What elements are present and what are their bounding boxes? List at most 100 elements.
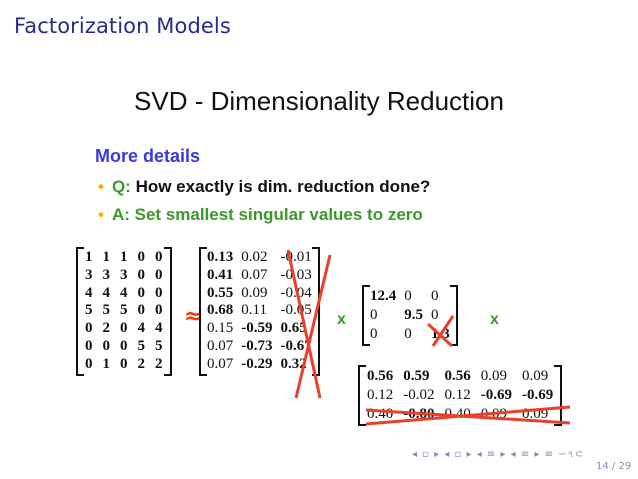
matrix-cell: -0.67 [280,337,312,354]
bullet-text: How exactly is dim. reduction done? [130,177,431,196]
bullet-prefix: Q: [111,177,131,196]
matrix-cell: 0.11 [241,302,267,319]
strike-line-u-1 [286,249,322,399]
matrix-cell: 0.09 [241,284,268,301]
matrix-cell: 0 [85,355,93,372]
matrix-cell: 12.4 [370,288,397,304]
matrix-cell: -0.02 [403,387,435,403]
matrix-cell: 2 [102,320,111,337]
matrix-cell: 0 [102,337,111,354]
matrix-cell: 0.55 [207,284,234,301]
matrix-cell: 4 [85,284,93,301]
matrix-row: 0.12 -0.02 0.12 -0.69 -0.69 [362,386,558,405]
matrix-cell: 0 [155,266,163,283]
matrix-cell: 2 [137,355,146,372]
matrix-bracket-right [554,365,563,426]
bullet-answer: • A: Set smallest singular values to zero [98,205,423,225]
matrix-cell: 0.59 [403,368,430,384]
matrix-row: 0.41 0.07 -0.03 [203,267,316,285]
times-symbol-1: x [337,311,346,328]
details-title: More details [95,146,201,166]
frame-title: Factorization Models [14,14,231,38]
matrix-cell: 0.32 [280,355,307,372]
matrix-cell: 5 [120,302,128,319]
page-number: 14 / 29 [596,461,632,472]
matrix-cell: 0 [120,337,128,354]
matrix-cell: 0 [404,288,412,304]
slide-heading: SVD - Dimensionality Reduction [134,86,504,116]
matrix-cell: 0.07 [241,266,268,283]
matrix-cell: 0.68 [207,302,234,319]
matrix-cell: -0.69 [480,387,512,403]
matrix-bracket-left [199,247,207,376]
matrix-cell: 5 [155,337,163,354]
matrix-cell: 0 [120,355,128,372]
times-symbol-2: x [490,311,499,328]
matrix-cell: 0 [155,284,163,301]
matrix-cell: 4 [120,284,128,301]
matrix-cell: 0.07 [207,355,234,372]
matrix-cell: 0.02 [241,249,268,265]
matrix-row: 12.4 0 0 [366,287,454,306]
matrix-cell: 5 [102,302,111,319]
matrix-cell: -0.29 [241,355,273,372]
matrix-bracket-left [76,247,84,376]
beamer-nav-icons[interactable]: ◂ ▫ ▸ ◂ ▫ ▸ ◂ ≡ ▸ ◂ ≡ ▸ ≡ ∽৭⊂ [412,449,585,460]
matrix-cell: 0 [137,249,146,265]
matrix-cell: 0 [155,302,163,319]
matrix-cell: 5 [137,337,146,354]
matrix-cell: 1 [120,249,128,265]
matrix-bracket-left [358,365,366,426]
matrix-cell: 2 [155,355,163,372]
approx-symbol: ≈ [184,304,203,329]
matrix-cell: 0 [431,288,439,304]
matrix-cell: 0 [85,337,93,354]
matrix-cell: 0 [370,307,378,323]
bullet-question: • Q: How exactly is dim. reduction done? [98,177,430,197]
matrix-bracket-right [163,247,172,376]
matrix-cell: 0 [155,249,163,265]
matrix-cell: -0.03 [280,266,312,283]
matrix-cell: 0.56 [367,368,394,384]
matrix-row: 0.68 0.11 -0.05 [203,302,316,320]
matrix-u-table: 0.130.02-0.010.410.07-0.030.550.09-0.040… [203,249,316,374]
matrix-cell: 0 [137,284,146,301]
strike-line-v-2 [365,405,571,426]
matrix-row: 0.07 -0.29 0.32 [203,356,316,374]
matrix-row: 0.07 -0.73 -0.67 [203,338,316,356]
matrix-cell: 0 [137,302,146,319]
matrix-cell: 0 [120,320,128,337]
matrix-row: 0 9.5 0 [366,306,454,325]
matrix-cell: 3 [85,266,93,283]
matrix-cell: 0 [137,266,146,283]
bullet-dot-icon: • [98,177,104,196]
matrix-cell: 0.15 [207,320,234,337]
bullet-dot-icon: • [98,205,104,224]
matrix-row: 0.15 -0.59 0.65 [203,320,316,338]
bullet-prefix: A: Set smallest singular values to zero [111,205,423,224]
matrix-cell: -0.59 [241,320,273,337]
matrix-cell: 0 [431,307,439,323]
matrix-cell: 0.07 [207,337,234,354]
matrix-cell: 3 [102,266,111,283]
matrix-cell: 1 [102,355,111,372]
matrix-cell: 0.13 [207,249,234,265]
matrix-u: 0.130.02-0.010.410.07-0.030.550.09-0.040… [199,247,320,376]
matrix-row: 0.56 0.59 0.56 0.09 0.09 [362,367,558,386]
matrix-cell: 3 [120,266,128,283]
matrix-cell: 0.41 [207,266,234,283]
matrix-cell: -0.73 [241,337,273,354]
matrix-cell: 4 [137,320,146,337]
strike-line-s-2 [431,315,455,347]
matrix-cell: 0.09 [522,368,549,384]
matrix-cell: 0 [370,326,378,342]
matrix-cell: 0.09 [480,368,507,384]
matrix-cell: 1 [85,249,93,265]
